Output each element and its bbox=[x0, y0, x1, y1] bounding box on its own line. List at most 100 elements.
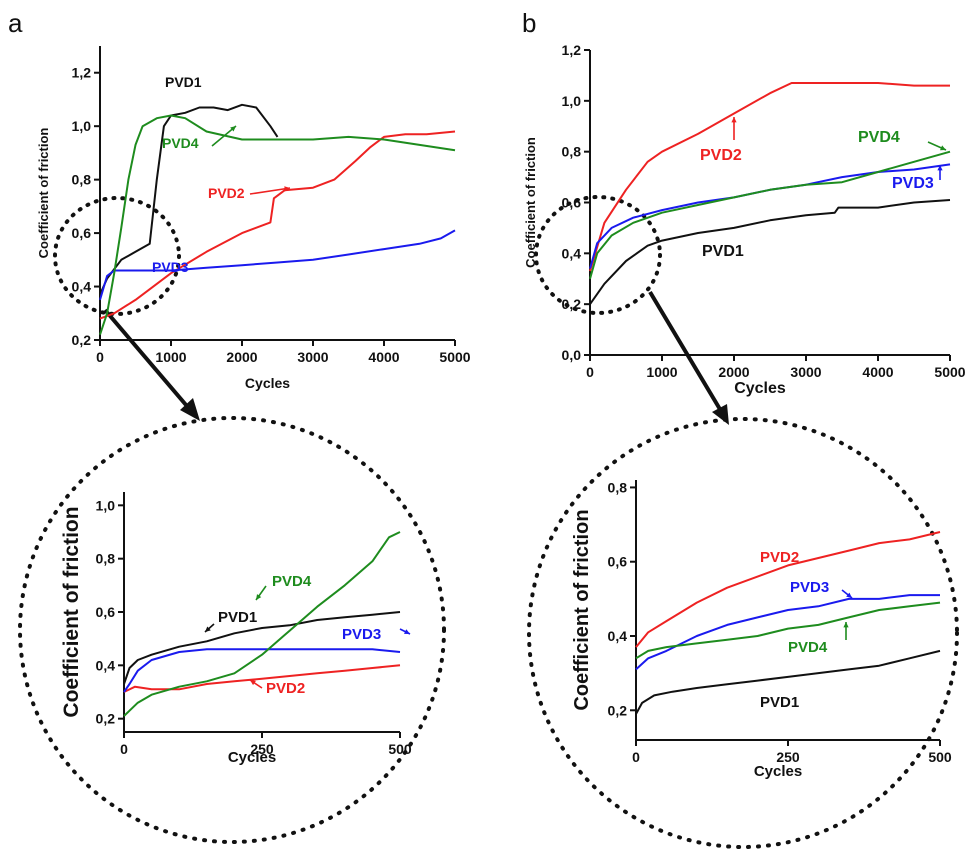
a_zoom-y-axis-label: Coefficient of friction bbox=[60, 506, 83, 717]
a_zoom-series-pvd1-line bbox=[123, 611, 401, 685]
b_zoom-arrowhead-pvd3 bbox=[846, 592, 852, 598]
b_main-series-label-pvd4: PVD4 bbox=[858, 129, 900, 146]
b_zoom-x-tick-label: 0 bbox=[632, 749, 640, 765]
a_main-y-tick-label: 1,2 bbox=[72, 65, 92, 81]
b_zoom-y-tick-label: 0,6 bbox=[608, 554, 628, 570]
b_zoom-series-label-pvd2: PVD2 bbox=[760, 549, 799, 566]
a_zoom-series-label-pvd4: PVD4 bbox=[272, 573, 312, 590]
b_zoom-series-pvd4-line bbox=[635, 601, 941, 660]
a_zoom-arrowhead-pvd1 bbox=[205, 626, 211, 632]
a_zoom-arrowhead-pvd3 bbox=[404, 629, 410, 634]
small-dotted-circle-a bbox=[53, 196, 181, 316]
a_main-series-pvd4-line bbox=[99, 114, 456, 336]
b_main-y-tick-label: 0,6 bbox=[562, 195, 582, 211]
b_main-y-tick-label: 0,4 bbox=[562, 245, 582, 261]
a_zoom-series-label-pvd1: PVD1 bbox=[218, 609, 257, 626]
a_main-y-axis-label: Coefficient of friction bbox=[36, 128, 51, 259]
b_main-y-tick-label: 0,2 bbox=[562, 296, 582, 312]
a_main-series-label-pvd1: PVD1 bbox=[165, 74, 202, 90]
a_zoom-arrowhead-pvd2 bbox=[250, 680, 256, 686]
a_zoom-y-tick-label: 0,4 bbox=[96, 657, 116, 673]
b_zoom-x-tick-label: 250 bbox=[776, 749, 800, 765]
large-dotted-circle-a bbox=[18, 416, 446, 844]
a_zoom-series-pvd3-line bbox=[123, 648, 401, 693]
a_zoom-x-tick-label: 0 bbox=[120, 741, 128, 757]
a_zoom-series-label-pvd3: PVD3 bbox=[342, 626, 381, 643]
a_main-series-label-pvd3: PVD3 bbox=[152, 259, 189, 275]
a_main-x-tick-label: 0 bbox=[96, 349, 104, 365]
b_zoom-y-axis-label: Coefficient of friction bbox=[571, 509, 593, 710]
a_main-x-tick-label: 4000 bbox=[368, 349, 399, 365]
b_main-x-tick-label: 5000 bbox=[934, 364, 965, 380]
a_zoom-x-axis-label: Cycles bbox=[228, 749, 276, 766]
a_main-series-label-pvd4: PVD4 bbox=[162, 135, 199, 151]
b_main-series-label-pvd1: PVD1 bbox=[702, 243, 744, 260]
b_main-series-pvd2-line bbox=[589, 82, 950, 272]
a_zoom-y-tick-label: 1,0 bbox=[96, 497, 116, 513]
a_zoom-x-tick-label: 500 bbox=[388, 741, 412, 757]
a_zoom-y-tick-label: 0,6 bbox=[96, 604, 116, 620]
a_main-series-pvd2-line bbox=[99, 130, 456, 320]
b_zoom-y-tick-label: 0,2 bbox=[608, 702, 628, 718]
b_main-series-pvd4-line bbox=[589, 150, 951, 280]
chart-a-main: 0 1000 2000 3000 4000 5000 0,2 0,4 0,6 0,8 1,0 1,2 C… bbox=[36, 46, 471, 391]
a_main-series-label-pvd2: PVD2 bbox=[208, 185, 245, 201]
b_main-series-label-pvd2: PVD2 bbox=[700, 147, 742, 164]
a_main-x-axis-label: Cycles bbox=[245, 375, 290, 391]
b_zoom-series-label-pvd4: PVD4 bbox=[788, 639, 828, 656]
a_main-y-tick-label: 0,2 bbox=[72, 332, 92, 348]
a_main-series-pvd3-line bbox=[99, 229, 456, 301]
small-dotted-circle-b bbox=[534, 195, 662, 315]
b_main-y-tick-label: 0,8 bbox=[562, 144, 582, 160]
b_zoom-arrowhead-pvd4 bbox=[843, 622, 849, 628]
a_zoom-series-label-pvd2: PVD2 bbox=[266, 680, 305, 697]
a_main-arrow-pvd2 bbox=[249, 187, 291, 195]
b_zoom-series-label-pvd3: PVD3 bbox=[790, 579, 829, 596]
b_main-x-tick-label: 4000 bbox=[862, 364, 893, 380]
b_zoom-series-label-pvd1: PVD1 bbox=[760, 694, 799, 711]
b_main-y-axis-label: Coefficient of friction bbox=[523, 137, 538, 268]
b_zoom-x-tick-label: 500 bbox=[928, 749, 952, 765]
zoom-arrow-a-head bbox=[180, 398, 200, 421]
b_main-y-tick-label: 1,0 bbox=[562, 93, 582, 109]
b_main-x-axis-label: Cycles bbox=[734, 380, 786, 397]
a_main-x-tick-label: 3000 bbox=[297, 349, 328, 365]
panel-letter-a: a bbox=[8, 8, 23, 38]
a_main-y-tick-label: 0,6 bbox=[72, 225, 92, 241]
b_zoom-x-axis-label: Cycles bbox=[754, 763, 802, 780]
b_main-arrowhead-pvd2 bbox=[731, 117, 737, 123]
b_main-series-pvd1-line bbox=[589, 199, 951, 305]
a_zoom-x-tick-label: 250 bbox=[250, 741, 274, 757]
a_zoom-y-tick-label: 0,2 bbox=[96, 711, 116, 727]
b_main-series-label-pvd3: PVD3 bbox=[892, 175, 934, 192]
magnifier-b bbox=[527, 195, 959, 849]
large-dotted-circle-b bbox=[527, 417, 959, 849]
b_main-arrowhead-pvd4 bbox=[940, 145, 946, 151]
a_main-arrowhead-pvd4 bbox=[230, 126, 236, 132]
a_zoom-series-pvd4-line bbox=[123, 531, 401, 717]
b_zoom-y-tick-label: 0,8 bbox=[608, 479, 628, 495]
chart-b-main: 0 1000 2000 3000 4000 5000 0,0 0,2 0,4 0,6 0,8 1,0 1… bbox=[523, 42, 966, 397]
a_main-x-tick-label: 1000 bbox=[155, 349, 186, 365]
a_main-arrowhead-pvd2 bbox=[284, 186, 290, 192]
a_main-y-tick-label: 0,8 bbox=[72, 172, 92, 188]
b_zoom-series-pvd2-line bbox=[635, 531, 941, 648]
b_zoom-series-pvd3-line bbox=[635, 594, 940, 671]
chart-b-zoom: 0 250 500 0,2 0,4 0,6 0,8 Cycles Coefficient of … bbox=[571, 479, 952, 780]
b_main-x-tick-label: 1000 bbox=[646, 364, 677, 380]
b_main-x-tick-label: 0 bbox=[586, 364, 594, 380]
b_zoom-y-tick-label: 0,4 bbox=[608, 628, 628, 644]
a_main-series-pvd1-line bbox=[99, 103, 279, 296]
b_main-x-tick-label: 3000 bbox=[790, 364, 821, 380]
b_main-y-tick-label: 1,2 bbox=[562, 42, 582, 58]
chart-a-zoom: 0 250 500 0,2 0,4 0,6 0,8 1,0 Cycles Coefficient … bbox=[60, 492, 412, 766]
zoom-arrow-a-shaft bbox=[103, 308, 194, 414]
b_main-x-tick-label: 2000 bbox=[718, 364, 749, 380]
a_zoom-y-tick-label: 0,8 bbox=[96, 551, 116, 567]
a_zoom-series-pvd2-line bbox=[123, 664, 401, 693]
a_main-y-tick-label: 0,4 bbox=[72, 279, 92, 295]
a_main-x-tick-label: 5000 bbox=[439, 349, 470, 365]
panel-letter-b: b bbox=[522, 8, 536, 38]
a_zoom-arrowhead-pvd4 bbox=[256, 594, 262, 600]
